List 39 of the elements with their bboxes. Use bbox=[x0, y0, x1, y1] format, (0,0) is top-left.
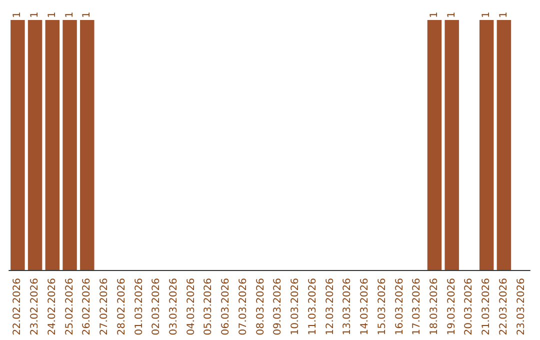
data-label: 1 bbox=[498, 12, 510, 18]
x-tick-label: 01.03.2026 bbox=[134, 278, 145, 336]
x-tick-label: 27.02.2026 bbox=[99, 278, 110, 336]
x-tick-label: 13.03.2026 bbox=[342, 278, 354, 336]
data-label: 1 bbox=[82, 12, 93, 18]
x-tick-label: 08.03.2026 bbox=[255, 278, 266, 336]
data-label: 1 bbox=[428, 12, 440, 18]
data-label: 1 bbox=[12, 12, 24, 18]
x-tick-label: 23.03.2026 bbox=[516, 278, 527, 336]
x-tick-label: 18.03.2026 bbox=[428, 278, 440, 336]
x-tick-label: 26.02.2026 bbox=[82, 278, 93, 336]
x-tick-label: 06.03.2026 bbox=[220, 278, 232, 336]
data-label: 1 bbox=[64, 12, 76, 18]
data-label: 1 bbox=[46, 12, 58, 18]
x-tick-label: 05.03.2026 bbox=[203, 278, 214, 336]
x-tick-label: 14.03.2026 bbox=[360, 278, 371, 336]
x-tick-label: 24.02.2026 bbox=[46, 278, 58, 336]
x-tick-label: 16.03.2026 bbox=[394, 278, 406, 336]
x-tick-label: 15.03.2026 bbox=[376, 278, 388, 336]
x-tick-label: 11.03.2026 bbox=[307, 278, 318, 336]
x-tick-label: 02.03.2026 bbox=[151, 278, 162, 336]
x-tick-label: 17.03.2026 bbox=[412, 278, 423, 336]
x-tick-label: 22.02.2026 bbox=[12, 278, 24, 336]
data-label: 1 bbox=[481, 12, 492, 18]
x-tick-label: 21.03.2026 bbox=[481, 278, 492, 336]
x-tick-label: 23.02.2026 bbox=[30, 278, 41, 336]
data-label: 1 bbox=[446, 12, 458, 18]
x-tick-label: 09.03.2026 bbox=[272, 278, 284, 336]
x-tick-label: 28.02.2026 bbox=[116, 278, 128, 336]
x-tick-label: 07.03.2026 bbox=[238, 278, 249, 336]
x-tick-label: 25.02.2026 bbox=[64, 278, 76, 336]
x-tick-label: 10.03.2026 bbox=[290, 278, 302, 336]
x-tick-label: 22.03.2026 bbox=[498, 278, 510, 336]
x-tick-label: 20.03.2026 bbox=[464, 278, 475, 336]
x-tick-label: 03.03.2026 bbox=[168, 278, 180, 336]
x-tick-label: 19.03.2026 bbox=[446, 278, 458, 336]
data-label: 1 bbox=[30, 12, 41, 18]
x-tick-label: 04.03.2026 bbox=[186, 278, 197, 336]
x-tick-label: 12.03.2026 bbox=[324, 278, 336, 336]
